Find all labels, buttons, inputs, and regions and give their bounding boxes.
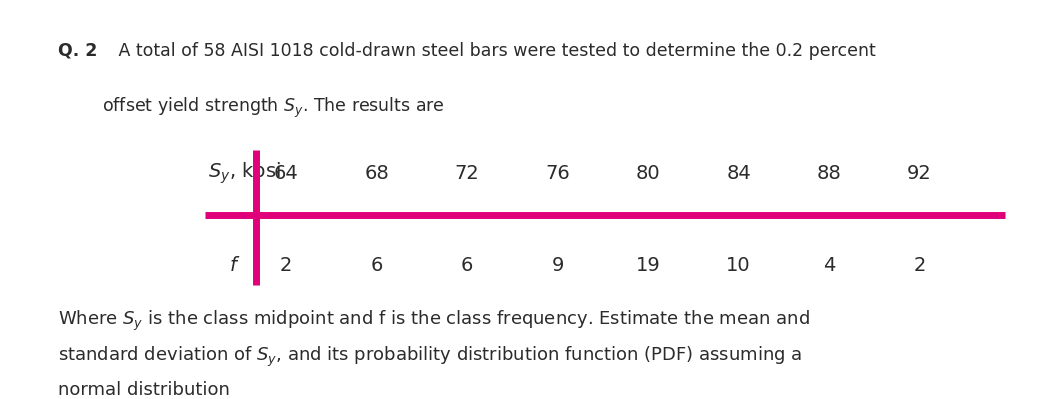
Text: 68: 68	[364, 164, 389, 183]
Text: 2: 2	[913, 256, 926, 275]
Text: 9: 9	[551, 256, 564, 275]
Text: normal distribution: normal distribution	[58, 381, 229, 399]
Text: Where $S_y$ is the class midpoint and f is the class frequency. Estimate the mea: Where $S_y$ is the class midpoint and f …	[58, 309, 810, 334]
Text: 88: 88	[816, 164, 842, 183]
Text: offset yield strength $S_y$. The results are: offset yield strength $S_y$. The results…	[58, 96, 445, 120]
Text: 19: 19	[635, 256, 661, 275]
Text: Q. 2: Q. 2	[58, 42, 97, 60]
Text: 64: 64	[274, 164, 299, 183]
Text: 6: 6	[370, 256, 383, 275]
Text: 76: 76	[545, 164, 570, 183]
Text: 84: 84	[726, 164, 751, 183]
Text: standard deviation of $S_y$, and its probability distribution function (PDF) ass: standard deviation of $S_y$, and its pro…	[58, 345, 802, 369]
Text: 72: 72	[454, 164, 480, 183]
Text: 92: 92	[907, 164, 932, 183]
Text: 2: 2	[280, 256, 292, 275]
Text: $S_y$, kpsi: $S_y$, kpsi	[208, 161, 281, 186]
Text: 4: 4	[823, 256, 835, 275]
Text: 10: 10	[726, 256, 751, 275]
Text: 80: 80	[635, 164, 661, 183]
Text: 6: 6	[461, 256, 473, 275]
Text: f: f	[229, 256, 237, 275]
Text: A total of 58 AISI 1018 cold-drawn steel bars were tested to determine the 0.2 p: A total of 58 AISI 1018 cold-drawn steel…	[113, 42, 875, 60]
